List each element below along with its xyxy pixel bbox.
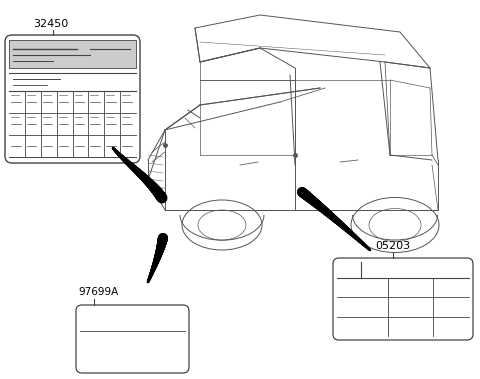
FancyBboxPatch shape — [5, 35, 140, 163]
FancyBboxPatch shape — [76, 305, 189, 373]
Text: 97699A: 97699A — [78, 287, 118, 297]
FancyBboxPatch shape — [333, 258, 473, 340]
Text: 05203: 05203 — [375, 241, 410, 251]
Text: 32450: 32450 — [33, 19, 68, 29]
FancyBboxPatch shape — [9, 40, 136, 68]
